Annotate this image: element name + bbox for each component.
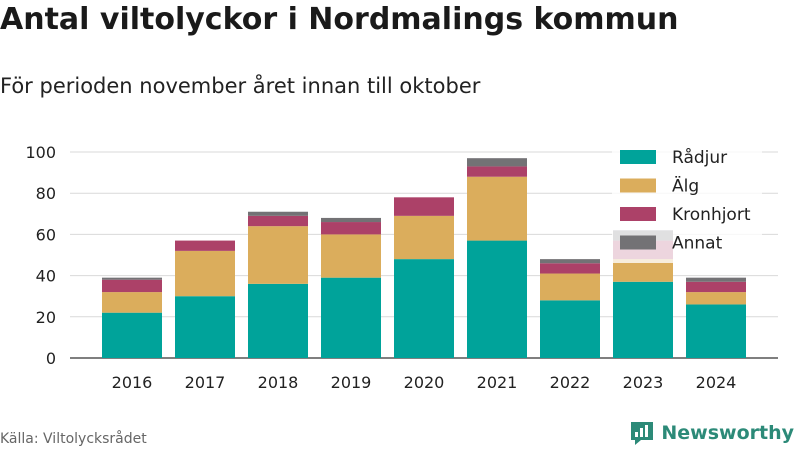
chart-title: Antal viltolyckor i Nordmalings kommun [0, 2, 679, 37]
bar-segment [321, 217, 381, 223]
y-tick-label: 100 [25, 143, 56, 162]
legend-label: Kronhjort [672, 205, 751, 225]
bars [102, 158, 746, 358]
bar-segment [467, 158, 527, 167]
x-tick-labels: 2016 2017 2018 2019 2020 2021 2022 2023 2024 [112, 373, 737, 392]
bar-segment [321, 222, 381, 235]
bar-segment [467, 166, 527, 177]
x-tick-label: 2022 [550, 373, 591, 392]
bar-segment [248, 226, 308, 284]
x-tick-label: 2018 [258, 373, 299, 392]
bar-segment [248, 211, 308, 216]
bar-segment [102, 292, 162, 313]
bar-segment [540, 273, 600, 301]
legend-label: Rådjur [672, 147, 727, 168]
y-tick-label: 0 [46, 349, 56, 368]
x-tick-label: 2020 [404, 373, 445, 392]
bar-segment [467, 176, 527, 241]
y-tick-labels: 0 20 40 60 80 100 [25, 143, 56, 368]
y-tick-label: 40 [36, 267, 56, 286]
legend-swatch [620, 235, 656, 250]
legend-label: Annat [672, 234, 723, 254]
x-tick-label: 2024 [696, 373, 737, 392]
bar-segment [540, 263, 600, 274]
source-note: Källa: Viltolycksrådet [0, 431, 147, 447]
bar-segment [175, 240, 235, 251]
bar-segment [321, 234, 381, 278]
bar-segment [394, 259, 454, 358]
bar-segment [686, 292, 746, 305]
bar-segment [394, 197, 454, 216]
x-tick-label: 2019 [331, 373, 372, 392]
bar-segment [540, 300, 600, 358]
bar-segment [102, 312, 162, 358]
bar-segment [613, 259, 673, 282]
legend-label: Älg [672, 176, 699, 197]
bar-segment [102, 277, 162, 280]
bar-segment [686, 281, 746, 293]
bar-chart-logo-icon [631, 422, 654, 445]
bar-segment [248, 283, 308, 358]
bar-segment [394, 215, 454, 260]
y-tick-label: 20 [36, 308, 56, 327]
x-tick-label: 2021 [477, 373, 518, 392]
bar-segment [102, 279, 162, 293]
bar-segment [321, 277, 381, 358]
bar-segment [467, 240, 527, 358]
y-tick-label: 80 [36, 184, 56, 203]
legend-swatch [620, 150, 656, 164]
legend-swatch [620, 178, 656, 193]
bar-segment [175, 296, 235, 358]
chart-subtitle: För perioden november året innan till ok… [0, 74, 481, 98]
legend-swatch [620, 207, 656, 221]
bar-segment [686, 304, 746, 358]
bar-segment [686, 277, 746, 282]
y-tick-label: 60 [36, 225, 56, 244]
brand-name: Newsworthy [661, 422, 794, 444]
bar-segment [175, 250, 235, 297]
legend: Rådjur Älg Kronhjort Annat [612, 143, 762, 263]
bar-segment [613, 281, 673, 358]
bar-segment [540, 259, 600, 264]
x-tick-label: 2017 [185, 373, 226, 392]
x-tick-label: 2016 [112, 373, 153, 392]
brand-logo: Newsworthy [629, 420, 794, 446]
x-tick-label: 2023 [623, 373, 664, 392]
bar-segment [248, 215, 308, 227]
